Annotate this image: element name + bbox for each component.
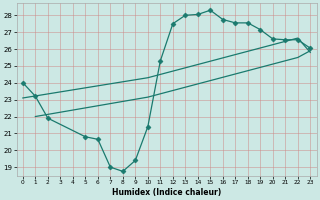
X-axis label: Humidex (Indice chaleur): Humidex (Indice chaleur): [112, 188, 221, 197]
